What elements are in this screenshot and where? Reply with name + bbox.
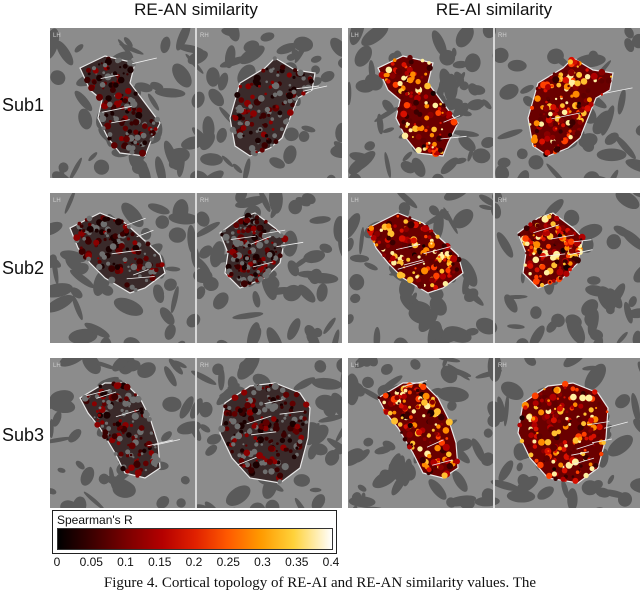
hemisphere-label: RH (200, 198, 209, 204)
column-title-re-an: RE-AN similarity (134, 0, 258, 19)
hemisphere-label: RH (200, 363, 209, 369)
hemisphere-label: RH (200, 33, 209, 39)
colorbar-tick: 0.1 (117, 555, 134, 569)
hemisphere-label: LH (351, 198, 359, 204)
cortical-map-panel: LH RH (50, 28, 342, 178)
figure-caption: Figure 4. Cortical topology of RE-AI and… (103, 575, 537, 591)
colorbar: Spearman's R (52, 510, 337, 554)
hemisphere-label: LH (351, 363, 359, 369)
colorbar-tick: 0.15 (148, 555, 172, 569)
cortical-map-panel: LH RH (348, 28, 640, 178)
column-title-re-ai: RE-AI similarity (435, 0, 553, 19)
row-label-sub1: Sub1 (2, 95, 45, 115)
hemisphere-label: RH (498, 363, 507, 369)
colorbar-tick: 0.4 (322, 555, 340, 569)
row-label-sub2: Sub2 (2, 258, 45, 278)
colorbar-tick: 0.2 (185, 555, 203, 569)
row-label-sub3: Sub3 (2, 425, 45, 445)
colorbar-title: Spearman's R (57, 513, 133, 527)
hemisphere-label: RH (498, 198, 507, 204)
cortical-map-panel: LH RH (348, 358, 640, 508)
colorbar-tick: 0.35 (285, 555, 309, 569)
hemisphere-label: RH (498, 33, 507, 39)
hemisphere-label: LH (53, 198, 61, 204)
cortical-map-panel: LH RH (348, 193, 640, 343)
hemisphere-label: LH (53, 33, 61, 39)
cortical-map-panel: LH RH (50, 358, 342, 508)
colorbar-tick: 0.3 (254, 555, 271, 569)
hemisphere-label: LH (351, 33, 359, 39)
cortical-map-panel: LH RH (50, 193, 342, 343)
colorbar-gradient (57, 528, 333, 550)
colorbar-tick: 0.05 (79, 555, 103, 569)
colorbar-tick: 0.25 (216, 555, 240, 569)
hemisphere-label: LH (53, 363, 61, 369)
colorbar-tick: 0 (53, 555, 61, 569)
